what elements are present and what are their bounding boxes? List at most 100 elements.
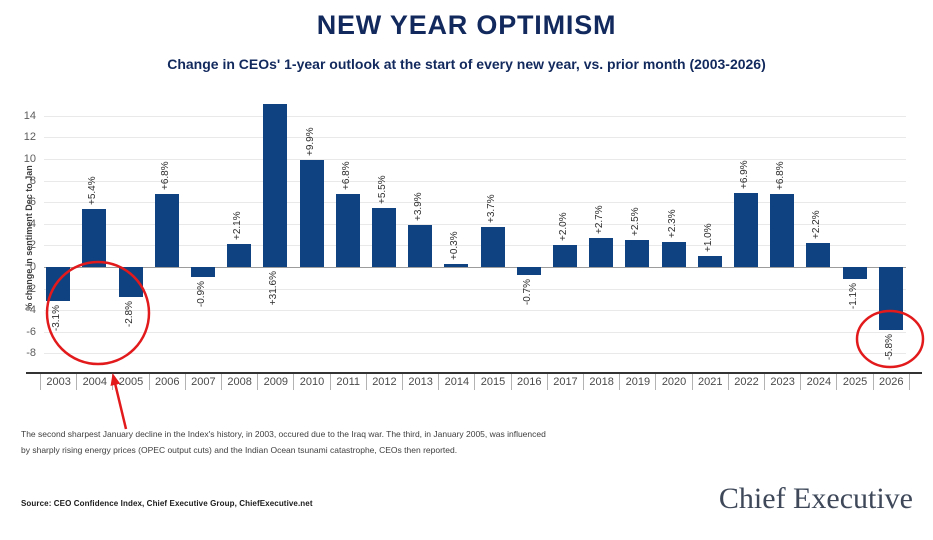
bar-2023 xyxy=(770,193,795,267)
value-label-2014: +0.3% xyxy=(449,231,461,260)
value-label-2017: +2.0% xyxy=(557,212,569,242)
bar-2004 xyxy=(82,208,107,267)
bar-2008 xyxy=(227,244,252,267)
x-tick-2021: 2021 xyxy=(691,374,728,390)
x-tick-2024: 2024 xyxy=(800,374,836,390)
gridline xyxy=(44,223,906,225)
gridline xyxy=(44,180,906,182)
x-tick-2006: 2006 xyxy=(148,374,185,390)
bar-2019 xyxy=(625,240,650,267)
y-tick-label: -2 xyxy=(26,282,36,295)
x-tick-2003: 2003 xyxy=(40,374,76,390)
gridline xyxy=(44,137,906,139)
bar-2003 xyxy=(46,267,71,301)
y-tick-label: 14 xyxy=(23,109,36,122)
gridline xyxy=(44,245,906,247)
value-label-2022: +6.9% xyxy=(738,159,750,189)
bar-2015 xyxy=(480,227,505,267)
x-tick-2015: 2015 xyxy=(474,374,510,390)
x-tick-2026: 2026 xyxy=(872,374,909,390)
gridline xyxy=(44,159,906,160)
bar-2005 xyxy=(118,267,143,298)
x-tick-2005: 2005 xyxy=(112,374,148,390)
gridline xyxy=(44,202,906,204)
brand-logo: Chief Executive xyxy=(718,482,913,515)
gridline xyxy=(44,288,906,290)
value-label-2024: +2.2% xyxy=(811,210,823,240)
x-tick-2013: 2013 xyxy=(402,374,438,390)
page-title: NEW YEAR OPTIMISM xyxy=(316,10,617,40)
bar-2007 xyxy=(190,267,215,277)
bar-2010 xyxy=(299,160,324,267)
value-label-2006: +6.8% xyxy=(159,160,171,190)
value-label-2012: +5.5% xyxy=(376,174,388,204)
x-tick-2007: 2007 xyxy=(184,374,221,390)
value-label-2015: +3.7% xyxy=(485,194,497,223)
value-label-2005: -2.8% xyxy=(123,301,135,328)
x-tick-2025: 2025 xyxy=(836,374,872,390)
value-label-2011: +6.8% xyxy=(340,160,352,190)
x-tick-2023: 2023 xyxy=(764,374,800,390)
footnote-line-1: The second sharpest January decline in t… xyxy=(21,429,546,439)
bar-2012 xyxy=(371,207,396,267)
bar-2020 xyxy=(661,242,686,267)
bar-2021 xyxy=(697,256,722,267)
footnote-line-2: by sharply rising energy prices (OPEC ou… xyxy=(21,445,458,455)
x-tick-2012: 2012 xyxy=(365,374,402,390)
x-tick-2014: 2014 xyxy=(438,374,474,390)
y-tick-label: 12 xyxy=(23,131,36,144)
bar-2009 xyxy=(263,104,288,267)
x-axis-labels: 2003 2004 2005 2006 2007 2008 2009 2010 2011 2012… xyxy=(40,374,910,390)
page-subtitle: Change in CEOs' 1-year outlook at the st… xyxy=(167,56,766,72)
value-label-2023: +6.8% xyxy=(775,160,787,190)
value-label-2007: -0.9% xyxy=(195,280,207,307)
x-tick-2018: 2018 xyxy=(583,374,619,390)
x-tick-2004: 2004 xyxy=(76,374,112,390)
x-tick-2008: 2008 xyxy=(221,374,257,390)
value-label-2020: +2.3% xyxy=(666,209,678,239)
x-tick-2010: 2010 xyxy=(293,374,329,390)
y-tick-label: 0 xyxy=(29,261,36,273)
bar-2024 xyxy=(806,243,831,267)
source-note: Source: CEO Confidence Index, Chief Exec… xyxy=(21,499,313,508)
bar-2014 xyxy=(444,263,469,267)
value-label-2019: +2.5% xyxy=(630,207,642,236)
y-tick-label: 8 xyxy=(29,174,36,187)
bar-2018 xyxy=(589,237,614,267)
bar-2025 xyxy=(842,267,867,279)
x-tick-2022: 2022 xyxy=(727,374,764,390)
y-tick-label: -6 xyxy=(26,325,36,338)
y-tick-label: 2 xyxy=(29,239,36,252)
x-tick-2016: 2016 xyxy=(510,374,547,390)
y-tick-label: 10 xyxy=(23,153,36,165)
value-label-2008: +2.1% xyxy=(232,211,244,241)
gridline xyxy=(44,331,906,333)
x-tick-2020: 2020 xyxy=(655,374,691,390)
x-tick-2019: 2019 xyxy=(619,374,655,390)
bar-2026 xyxy=(878,267,903,330)
gridline xyxy=(44,353,906,355)
x-axis-line xyxy=(26,372,922,374)
bar-2022 xyxy=(733,192,758,267)
footnote: The second sharpest January decline in t… xyxy=(21,426,546,458)
value-label-2016: -0.7% xyxy=(521,278,533,305)
y-tick-label: 6 xyxy=(29,196,36,209)
gridline xyxy=(44,115,906,117)
x-tick-2017: 2017 xyxy=(546,374,583,390)
x-tick-2009: 2009 xyxy=(257,374,293,390)
value-label-2021: +1.0% xyxy=(702,223,714,253)
value-label-2026: -5.8% xyxy=(883,333,895,360)
gridline xyxy=(44,310,906,312)
x-tick-2011: 2011 xyxy=(329,374,366,390)
value-label-2018: +2.7% xyxy=(594,205,606,234)
value-label-2009: +31.6% xyxy=(268,271,280,306)
zero-line xyxy=(44,267,906,268)
value-label-2010: +9.9% xyxy=(304,127,316,157)
value-label-2004: +5.4% xyxy=(87,176,99,205)
y-tick-label: 4 xyxy=(29,217,36,230)
bar-2017 xyxy=(552,245,577,267)
bar-2006 xyxy=(154,193,179,267)
bar-2011 xyxy=(335,193,360,267)
value-label-2013: +3.9% xyxy=(413,192,425,221)
